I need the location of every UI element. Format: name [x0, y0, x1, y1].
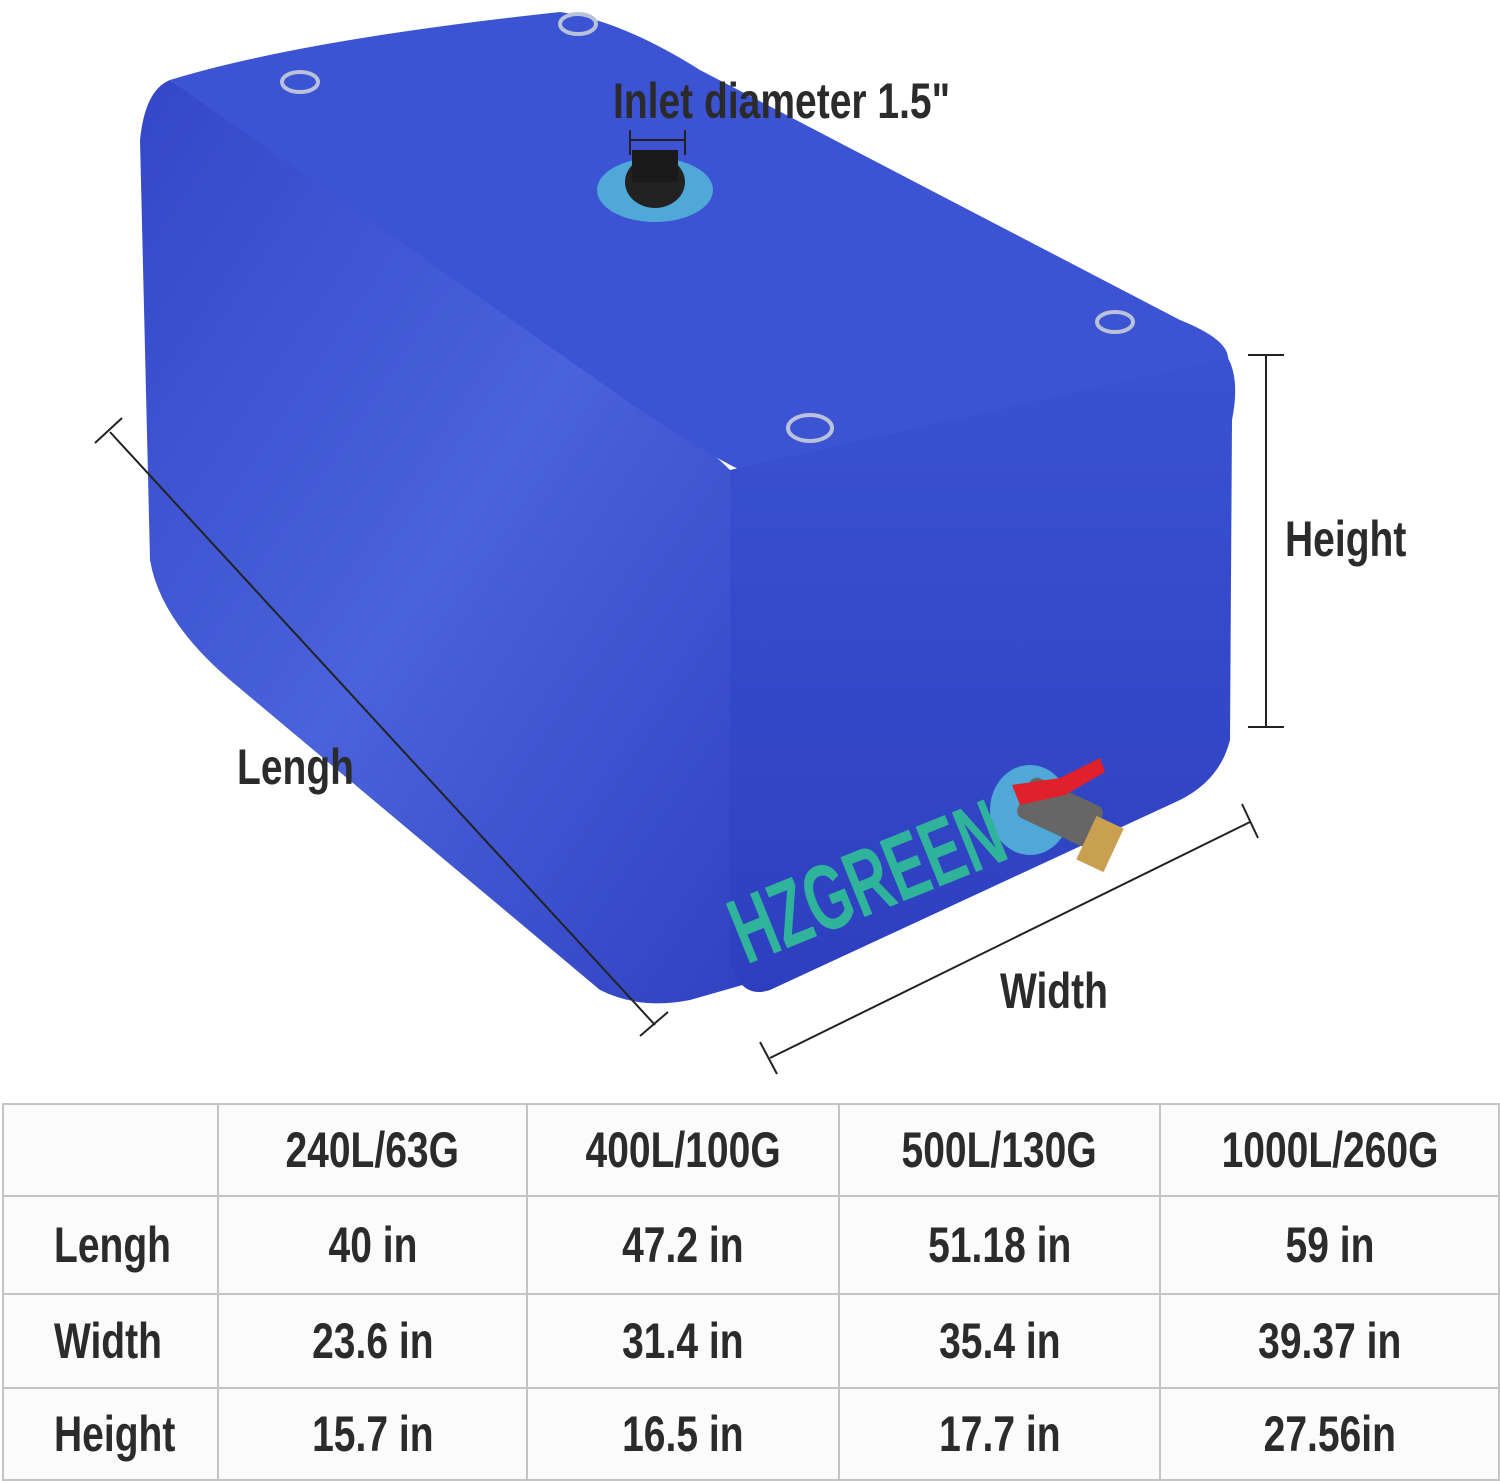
table-header-cell: 240L/63G — [217, 1103, 528, 1197]
table-cell: 27.56in — [1159, 1387, 1500, 1481]
table-cell: 59 in — [1159, 1195, 1500, 1295]
d-ring-icon — [280, 12, 1135, 443]
tank-top-face — [170, 12, 1229, 470]
dimension-lines — [94, 354, 1284, 1075]
tank-end-face — [730, 358, 1236, 992]
length-label: Lengh — [237, 739, 354, 795]
table-row: Height 15.7 in 16.5 in 17.7 in 27.56in — [2, 1387, 1500, 1481]
inlet-diameter-label: Inlet diameter 1.5" — [613, 73, 951, 129]
valve-icon — [990, 758, 1124, 873]
table-row: Width 23.6 in 31.4 in 35.4 in 39.37 in — [2, 1293, 1500, 1389]
width-label: Width — [1000, 963, 1108, 1019]
table-header-cell: 500L/130G — [838, 1103, 1161, 1197]
table-cell: 16.5 in — [526, 1387, 840, 1481]
table-cell: 15.7 in — [217, 1387, 528, 1481]
table-header-cell: 1000L/260G — [1159, 1103, 1500, 1197]
size-table: 240L/63G 400L/100G 500L/130G 1000L/260G … — [2, 1103, 1500, 1481]
table-cell: 40 in — [217, 1195, 528, 1295]
height-label: Height — [1285, 511, 1407, 567]
table-cell: 31.4 in — [526, 1293, 840, 1389]
table-cell: 39.37 in — [1159, 1293, 1500, 1389]
inlet-cap-icon — [597, 150, 713, 222]
table-cell: 23.6 in — [217, 1293, 528, 1389]
table-header-cell — [2, 1103, 219, 1197]
tank-side-face — [140, 80, 760, 1004]
table-cell: 47.2 in — [526, 1195, 840, 1295]
table-header-cell: 400L/100G — [526, 1103, 840, 1197]
table-cell: 17.7 in — [838, 1387, 1161, 1481]
row-label: Width — [2, 1293, 219, 1389]
table-cell: 51.18 in — [838, 1195, 1161, 1295]
row-label: Height — [2, 1387, 219, 1481]
table-header-row: 240L/63G 400L/100G 500L/130G 1000L/260G — [2, 1103, 1500, 1197]
row-label: Lengh — [2, 1195, 219, 1295]
table-cell: 35.4 in — [838, 1293, 1161, 1389]
table-row: Lengh 40 in 47.2 in 51.18 in 59 in — [2, 1195, 1500, 1295]
water-tank-illustration: HZGREEN — [94, 12, 1284, 1075]
